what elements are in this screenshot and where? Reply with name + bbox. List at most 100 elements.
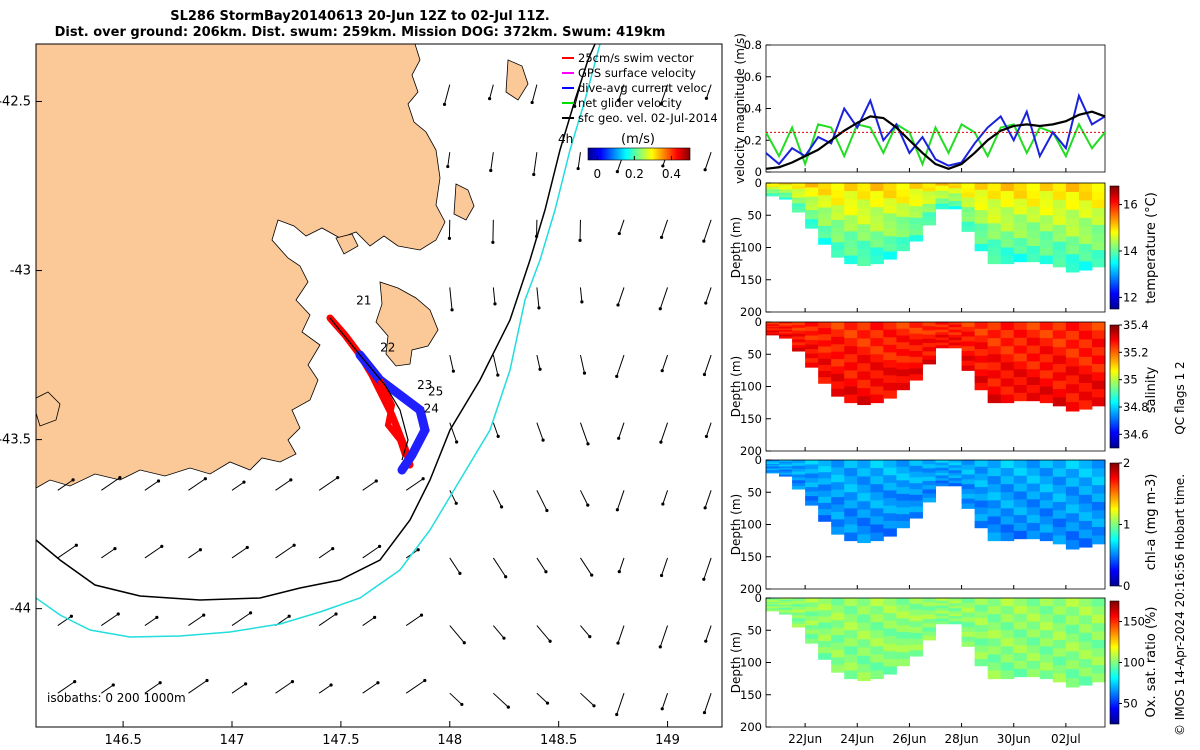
section-cell bbox=[779, 334, 793, 338]
section-cell bbox=[779, 471, 793, 474]
section-cell bbox=[961, 322, 976, 328]
section-cell bbox=[909, 356, 923, 364]
section-cell bbox=[805, 500, 819, 506]
section-cell bbox=[1091, 258, 1106, 268]
section-cell bbox=[948, 462, 963, 466]
depth-tick-label: 150 bbox=[740, 412, 762, 426]
section-cell bbox=[857, 207, 871, 217]
current-vector-head bbox=[158, 681, 162, 685]
section-cell bbox=[1013, 499, 1028, 508]
section-cell bbox=[1000, 598, 1015, 607]
section-cell bbox=[857, 224, 871, 234]
section-cell bbox=[896, 322, 910, 330]
section-cell bbox=[805, 358, 819, 364]
section-cell bbox=[922, 606, 936, 612]
current-vector bbox=[618, 84, 625, 101]
section-cell bbox=[766, 329, 780, 332]
section-cell bbox=[779, 606, 793, 609]
section-cell bbox=[1091, 347, 1106, 357]
section-cell bbox=[896, 466, 910, 475]
section-cell bbox=[805, 326, 819, 332]
section-cell bbox=[1013, 483, 1028, 492]
depth-tick-label: 150 bbox=[740, 550, 762, 564]
section-cell bbox=[870, 598, 884, 607]
section-cell bbox=[1065, 651, 1080, 661]
section-cell bbox=[818, 201, 832, 209]
section-cell bbox=[883, 651, 897, 660]
section-cell bbox=[1078, 261, 1093, 271]
section-cell bbox=[948, 342, 963, 346]
section-cell bbox=[844, 207, 858, 216]
section-cell bbox=[844, 322, 858, 331]
current-vector-head bbox=[374, 479, 378, 483]
section-cell bbox=[818, 640, 832, 648]
section-cell bbox=[1000, 207, 1015, 216]
section-cell bbox=[1078, 191, 1093, 201]
velocity-ytick-label: 0.2 bbox=[744, 133, 762, 147]
velocity-plot-frame bbox=[765, 44, 1106, 173]
current-vector-head bbox=[493, 302, 497, 306]
lon-tick-label: 146.5 bbox=[105, 733, 142, 748]
section-cell bbox=[896, 645, 910, 653]
current-vector bbox=[362, 616, 375, 626]
section-cell bbox=[935, 345, 950, 349]
section-cell bbox=[1039, 362, 1054, 371]
section-cell bbox=[1065, 245, 1080, 255]
legend-label: GPS surface velocity bbox=[578, 66, 696, 80]
section-cell bbox=[909, 345, 923, 352]
section-cell bbox=[948, 190, 963, 194]
section-cell bbox=[844, 524, 858, 534]
current-vector-head bbox=[530, 100, 534, 105]
peninsula bbox=[375, 281, 439, 367]
section-cell bbox=[987, 346, 1002, 355]
section-cell bbox=[909, 206, 923, 213]
current-vector bbox=[449, 422, 458, 443]
section-cell bbox=[844, 516, 858, 525]
current-vector-head bbox=[73, 680, 77, 684]
section-cell bbox=[1026, 384, 1041, 394]
section-cell bbox=[766, 461, 780, 464]
section-cell bbox=[805, 362, 819, 368]
section-cell bbox=[974, 369, 989, 377]
section-cell bbox=[766, 600, 780, 603]
section-cell bbox=[1065, 200, 1080, 211]
section-cell bbox=[987, 378, 1002, 387]
section-cell bbox=[1000, 247, 1015, 257]
current-vector bbox=[580, 625, 591, 637]
section-cell bbox=[1000, 354, 1015, 363]
section-cell bbox=[1052, 330, 1067, 340]
depth-tick-label: 0 bbox=[755, 176, 762, 190]
colorbar-tick-label: 0.4 bbox=[662, 167, 681, 181]
section-cell bbox=[1000, 500, 1015, 509]
section-cell bbox=[961, 187, 976, 194]
section-cell bbox=[974, 611, 989, 619]
section-cell bbox=[909, 183, 923, 190]
section-cell bbox=[987, 598, 1002, 607]
section-cell bbox=[831, 620, 845, 629]
current-vector-head bbox=[659, 573, 664, 578]
section-cell bbox=[805, 482, 819, 488]
section-cell bbox=[844, 606, 858, 615]
colorbar-tick-label: 2 bbox=[1123, 456, 1130, 470]
section-cell bbox=[896, 183, 910, 191]
current-vector bbox=[704, 354, 712, 375]
section-cell bbox=[883, 236, 897, 245]
section-cell bbox=[974, 658, 989, 667]
current-vector-head bbox=[661, 502, 665, 506]
current-vector bbox=[447, 152, 451, 167]
section-cell bbox=[1013, 183, 1028, 192]
section-cell bbox=[1026, 361, 1041, 370]
section-cell bbox=[896, 349, 910, 357]
section-cell bbox=[818, 238, 832, 245]
section-cell bbox=[987, 516, 1002, 525]
section-cell bbox=[857, 232, 871, 242]
section-cell bbox=[1039, 183, 1054, 192]
section-cell bbox=[1052, 191, 1067, 201]
section-cell bbox=[1026, 190, 1041, 200]
section-cell bbox=[922, 631, 936, 637]
section-cell bbox=[1091, 250, 1106, 259]
current-vector-head bbox=[499, 505, 504, 509]
map-colorbar: (m/s) 4h 0 0.2 0.4 bbox=[558, 132, 691, 181]
section-cell bbox=[896, 604, 910, 613]
current-vector bbox=[492, 692, 509, 708]
